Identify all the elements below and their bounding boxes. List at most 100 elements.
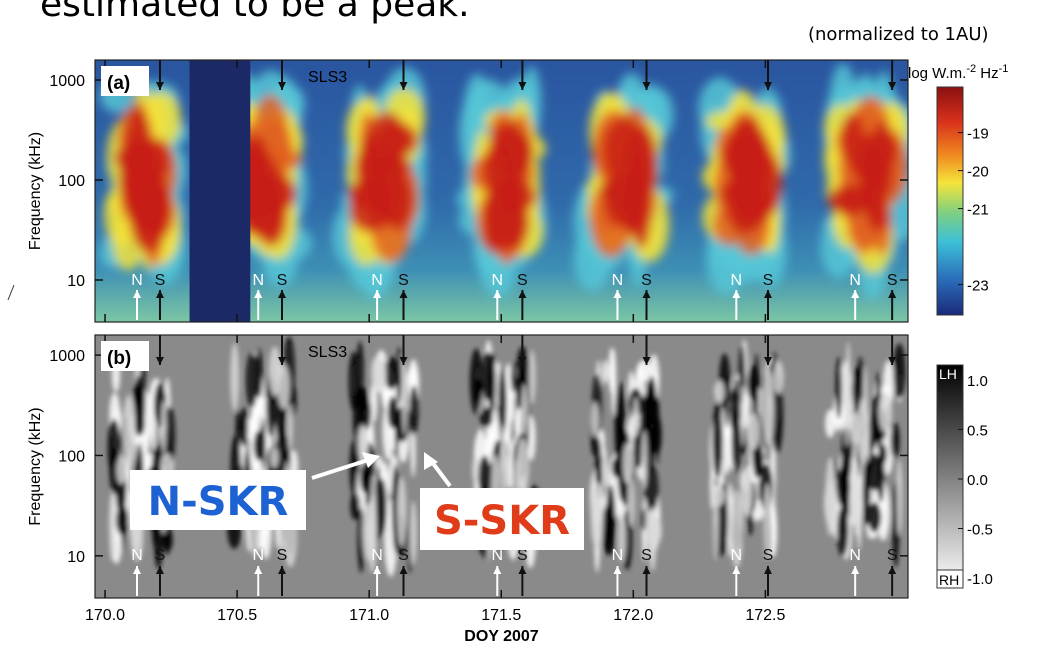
top-arrow bbox=[888, 335, 897, 365]
emission-blob bbox=[632, 144, 649, 194]
north-arrow bbox=[493, 290, 502, 320]
south-arrow bbox=[278, 290, 287, 320]
emission-blob bbox=[890, 422, 900, 460]
north-arrow bbox=[254, 566, 263, 596]
callout-north: N-SKR bbox=[148, 479, 289, 525]
top-arrow-head bbox=[518, 82, 527, 90]
north-marker-label: N bbox=[731, 547, 743, 564]
south-arrow-head bbox=[155, 290, 164, 298]
emission-blob bbox=[521, 383, 528, 436]
north-arrow bbox=[493, 566, 502, 596]
emission-blob bbox=[652, 517, 662, 544]
south-marker-label: S bbox=[155, 272, 166, 289]
north-arrow-head bbox=[254, 566, 263, 574]
south-marker-label: S bbox=[517, 547, 528, 564]
top-arrow bbox=[399, 335, 408, 365]
south-arrow bbox=[278, 566, 287, 596]
x-tick-label: 171.5 bbox=[481, 607, 521, 624]
north-marker-label: N bbox=[252, 272, 264, 289]
emission-blob bbox=[122, 394, 136, 470]
emission-blob bbox=[254, 348, 263, 398]
emission-blob bbox=[370, 356, 383, 391]
emission-blob bbox=[510, 362, 516, 393]
emission-blob bbox=[361, 468, 371, 492]
emission-blob bbox=[384, 356, 399, 390]
emission-blob bbox=[622, 482, 629, 507]
emission-blob bbox=[852, 460, 861, 537]
panel-annotation: SLS3 bbox=[308, 69, 347, 86]
south-arrow bbox=[518, 290, 527, 320]
emission-blob bbox=[893, 343, 906, 399]
north-marker-label: N bbox=[491, 272, 503, 289]
emission-blob bbox=[644, 465, 659, 513]
south-arrow-head bbox=[642, 566, 651, 574]
emission-blob bbox=[836, 506, 849, 557]
emission-blob bbox=[141, 177, 167, 239]
top-arrow-head bbox=[888, 82, 897, 90]
emission-blob bbox=[872, 120, 893, 193]
emission-blob bbox=[379, 359, 387, 393]
colorbar-title-part: -1 bbox=[999, 63, 1009, 75]
panel-label: (a) bbox=[107, 73, 130, 94]
emission-blob bbox=[601, 503, 615, 556]
top-arrow bbox=[764, 60, 773, 90]
colorbar-bottom-label: RH bbox=[939, 572, 959, 588]
north-arrow-head bbox=[132, 290, 141, 298]
north-marker-label: N bbox=[491, 547, 503, 564]
emission-blob bbox=[122, 136, 156, 171]
north-marker-label: N bbox=[252, 547, 264, 564]
emission-blob bbox=[401, 362, 407, 435]
south-arrow-head bbox=[278, 566, 287, 574]
north-arrow-head bbox=[613, 290, 622, 298]
emission-blob bbox=[740, 385, 745, 447]
emission-blob bbox=[762, 369, 775, 446]
south-arrow-head bbox=[642, 290, 651, 298]
emission-blob bbox=[277, 363, 290, 410]
note: (normalized to 1AU) bbox=[808, 24, 989, 45]
north-arrow bbox=[851, 566, 860, 596]
panel-label-box bbox=[101, 66, 149, 96]
top-arrow-head bbox=[399, 82, 408, 90]
emission-blob bbox=[835, 356, 843, 420]
emission-blob bbox=[602, 447, 608, 488]
emission-blob bbox=[590, 401, 600, 438]
emission-blob bbox=[712, 483, 719, 561]
emission-blob bbox=[482, 185, 502, 254]
south-arrow-head bbox=[764, 566, 773, 574]
north-marker-label: N bbox=[731, 272, 743, 289]
top-arrow bbox=[888, 60, 897, 90]
emission-blob bbox=[868, 413, 877, 452]
emission-blob bbox=[740, 465, 753, 517]
south-arrow-head bbox=[764, 290, 773, 298]
emission-blob bbox=[469, 348, 483, 415]
south-marker-label: S bbox=[517, 272, 528, 289]
emission-blob bbox=[261, 417, 266, 470]
south-marker-label: S bbox=[398, 547, 409, 564]
emission-blob bbox=[878, 392, 893, 433]
emission-blob bbox=[825, 409, 836, 438]
north-arrow-head bbox=[373, 290, 382, 298]
top-arrow-head bbox=[399, 357, 408, 365]
north-arrow bbox=[132, 290, 141, 320]
emission-blob bbox=[627, 478, 635, 527]
emission-texture bbox=[99, 63, 908, 300]
x-tick-label: 172.0 bbox=[613, 607, 653, 624]
callout-arrow-head bbox=[362, 452, 380, 468]
emission-blob bbox=[396, 476, 407, 547]
emission-blob bbox=[641, 430, 648, 489]
y-tick-label: 10 bbox=[67, 549, 85, 566]
callout-arrow bbox=[430, 460, 452, 488]
top-arrow bbox=[399, 60, 408, 90]
x-tick-label: 170.5 bbox=[217, 607, 257, 624]
emission-blob bbox=[109, 490, 116, 562]
top-arrow bbox=[518, 60, 527, 90]
emission-blob bbox=[350, 492, 361, 521]
emission-blob bbox=[368, 167, 387, 222]
y-axis-title: Frequency (kHz) bbox=[27, 407, 44, 525]
panel-label: (b) bbox=[107, 348, 131, 369]
y-tick-label: 100 bbox=[58, 448, 85, 465]
south-arrow bbox=[888, 566, 897, 596]
x-tick-label: 171.0 bbox=[349, 607, 389, 624]
emission-blob bbox=[367, 495, 377, 573]
north-marker-label: N bbox=[131, 547, 143, 564]
